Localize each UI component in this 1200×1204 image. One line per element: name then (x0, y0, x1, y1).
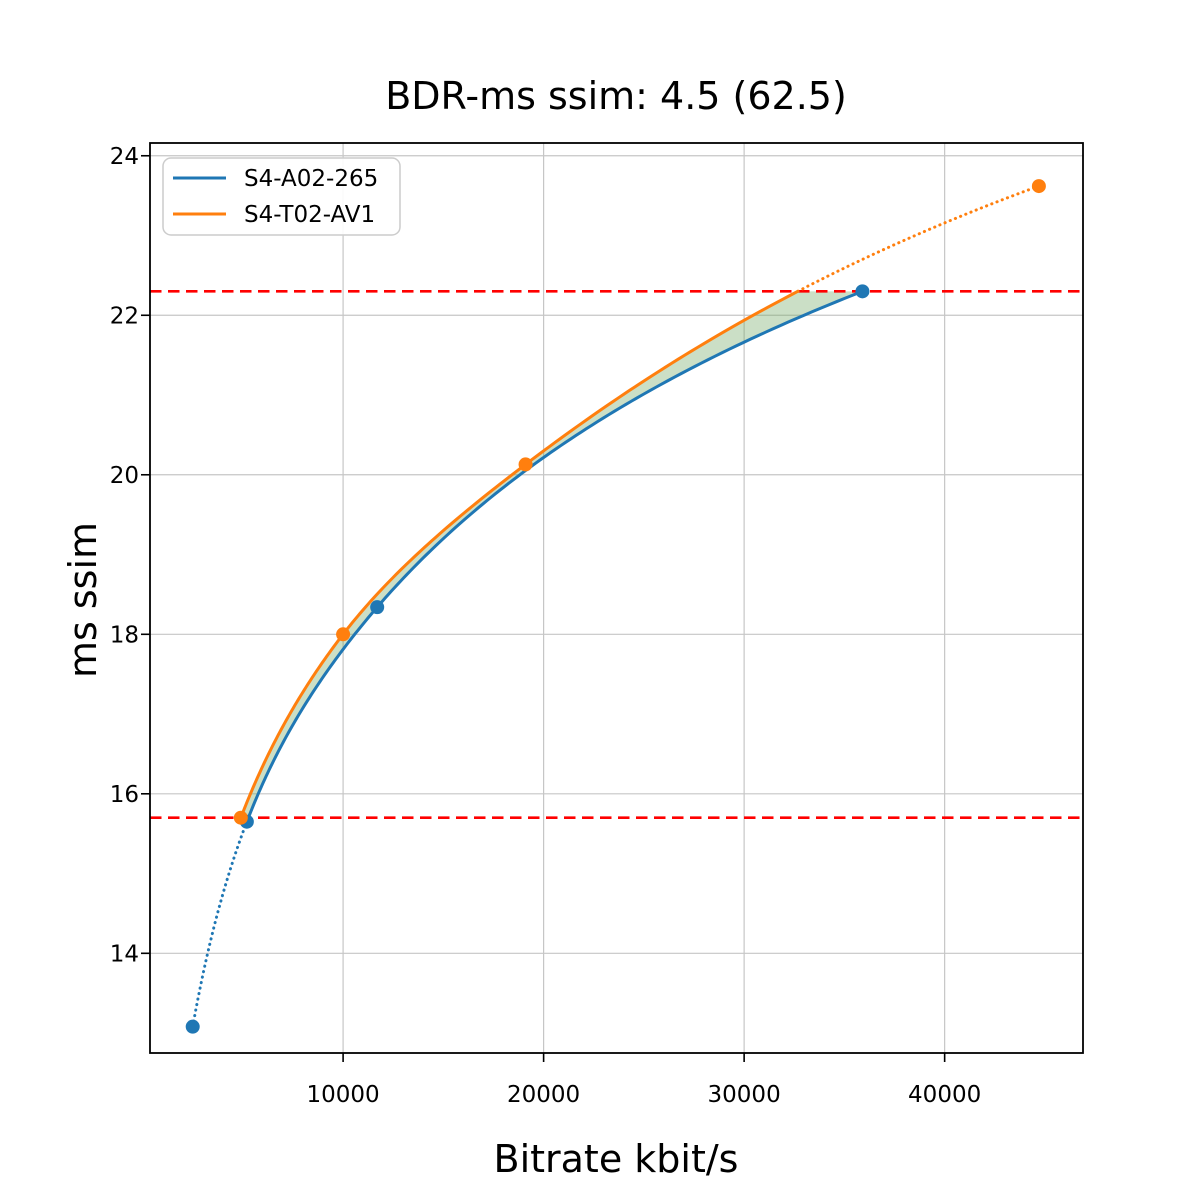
y-tick-label: 24 (110, 144, 139, 170)
series-1-dotted-curve (191, 820, 249, 1029)
chart-title: BDR-ms ssim: 4.5 (62.5) (385, 74, 847, 118)
x-tick-label: 40000 (908, 1082, 981, 1108)
series-2-data-point-marker (518, 457, 533, 472)
marker-layer (185, 179, 1046, 1034)
series-1-data-point-marker (370, 600, 385, 615)
y-tick-label: 14 (110, 941, 139, 967)
legend-label-series-1: S4-A02-265 (244, 166, 378, 192)
reference-line-layer (150, 290, 1083, 820)
x-tick-label: 20000 (507, 1082, 580, 1108)
series-2-solid-curve (239, 289, 800, 820)
series-1-solid-curve (245, 289, 864, 824)
x-axis-label: Bitrate kbit/s (494, 1137, 739, 1181)
y-tick-label: 16 (110, 782, 139, 808)
series-2-data-point-marker (336, 627, 351, 642)
series-2-data-point-marker (1031, 179, 1046, 194)
series-1-data-point-marker (855, 284, 870, 299)
bd-overlap-fill (240, 291, 863, 822)
y-axis-label: ms ssim (61, 522, 105, 678)
y-tick-label: 18 (110, 622, 139, 648)
series-2-dotted-curve (796, 184, 1041, 293)
legend: S4-A02-265 S4-T02-AV1 (162, 157, 401, 236)
y-tick-label: 20 (110, 463, 139, 489)
x-tick-label: 30000 (708, 1082, 781, 1108)
curve-layer (191, 184, 1041, 1029)
x-tick-label: 10000 (307, 1082, 380, 1108)
grid-layer (150, 143, 1083, 1053)
overlap-fill-layer (240, 291, 863, 822)
tick-layer: 10000 20000 30000 40000 14 16 18 20 22 24 (110, 144, 982, 1108)
series-1-data-point-marker (185, 1019, 200, 1034)
y-tick-label: 22 (110, 303, 139, 329)
legend-label-series-2: S4-T02-AV1 (244, 202, 375, 228)
series-2-data-point-marker (233, 810, 248, 825)
plot-frame (149, 142, 1084, 1054)
